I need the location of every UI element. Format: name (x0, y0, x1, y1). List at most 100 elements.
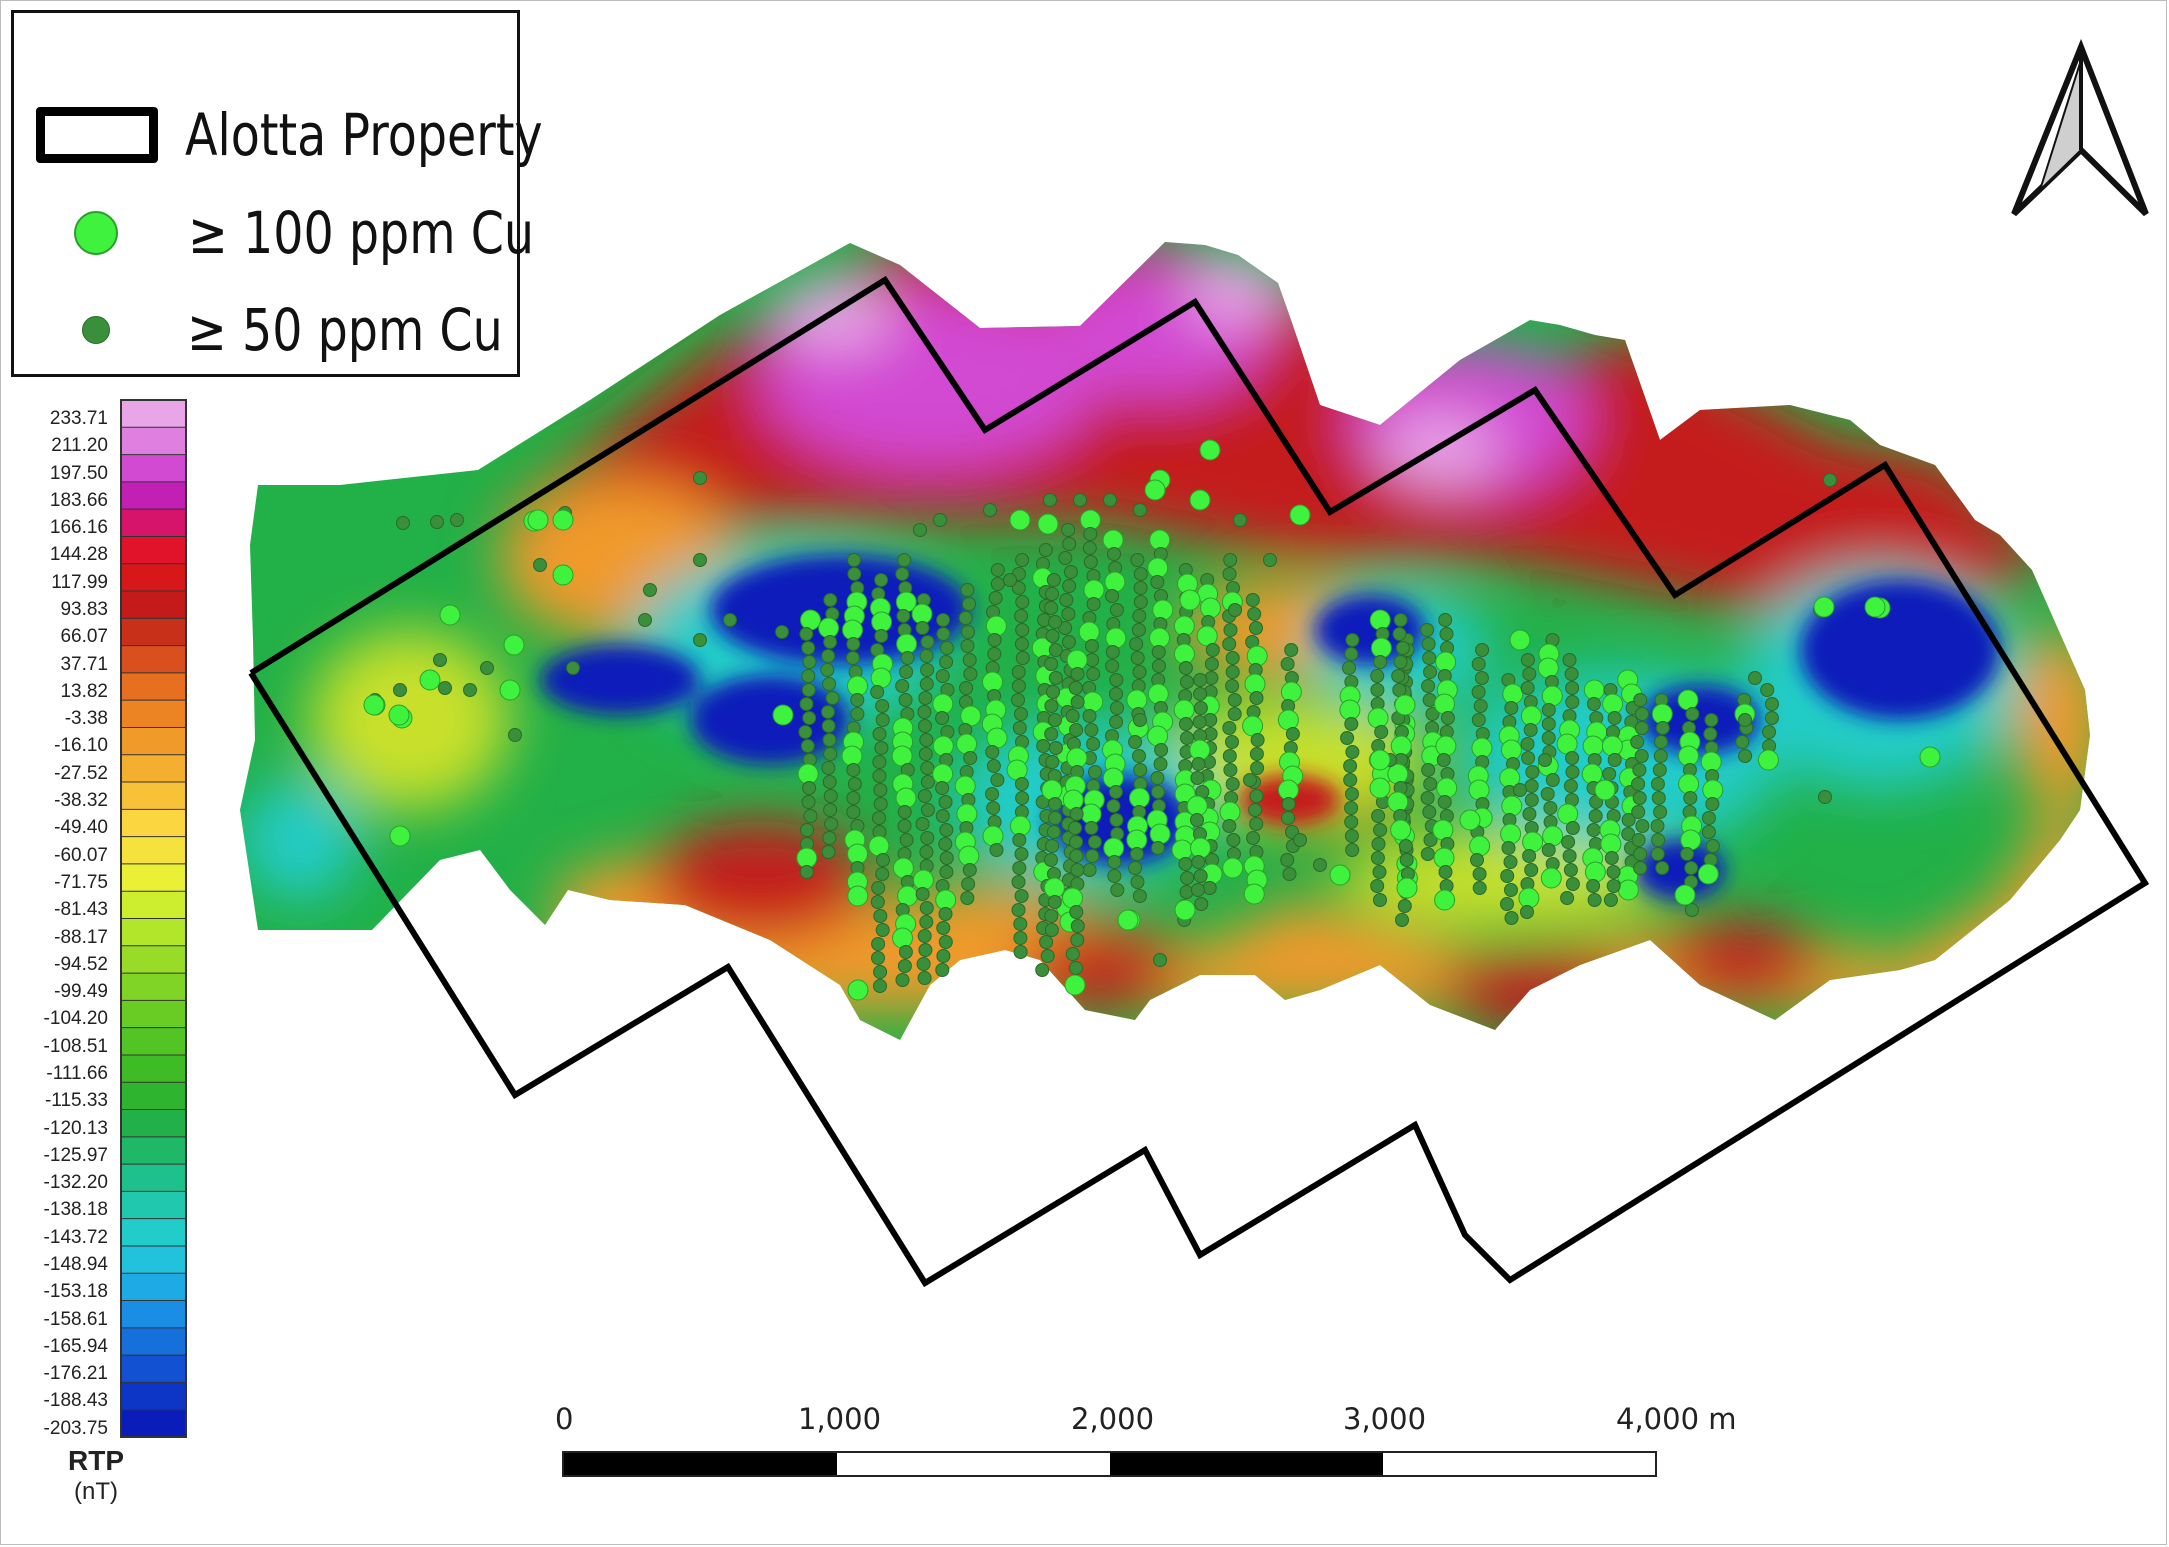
sample-point-50ppm (987, 647, 1002, 661)
sample-point-50ppm (1249, 817, 1264, 831)
sample-point-100ppm (1339, 699, 1361, 721)
sample-point-100ppm (870, 667, 892, 689)
sample-point-50ppm (1233, 513, 1247, 527)
colorbar-swatch (121, 727, 186, 756)
sample-point-50ppm (1248, 803, 1263, 817)
sample-point-50ppm (1249, 747, 1264, 761)
sample-point-100ppm (1370, 637, 1392, 659)
sample-point-50ppm (775, 625, 789, 639)
sample-point-50ppm (450, 513, 464, 527)
colorbar-value-label: -99.49 (54, 981, 108, 1003)
sample-point-50ppm (1151, 645, 1166, 659)
sample-point-50ppm (1602, 767, 1617, 781)
sample-point-100ppm (1080, 803, 1102, 825)
colorbar-swatch (121, 863, 186, 892)
sample-point-50ppm (1631, 805, 1646, 819)
sample-point-100ppm (1062, 789, 1084, 811)
sample-point-50ppm (1399, 853, 1414, 867)
sample-point-50ppm (801, 641, 816, 655)
sample-point-50ppm (915, 887, 930, 901)
sample-point-50ppm (1345, 787, 1359, 801)
sample-point-100ppm (552, 509, 574, 531)
sample-point-50ppm (1651, 791, 1666, 805)
sample-point-50ppm (989, 843, 1004, 857)
sample-point-100ppm (912, 869, 934, 891)
sample-point-50ppm (1129, 847, 1144, 861)
sample-point-50ppm (1109, 687, 1123, 701)
sample-point-50ppm (1065, 947, 1080, 961)
sample-point-100ppm (896, 633, 918, 655)
sample-point-50ppm (1634, 749, 1649, 763)
sample-point-50ppm (823, 803, 838, 817)
sample-point-100ppm (439, 604, 461, 626)
sample-point-50ppm (1068, 821, 1083, 835)
legend-item-50ppm: ≥ 50 ppm Cu (14, 296, 572, 364)
sample-point-50ppm (1472, 881, 1487, 895)
sample-point-50ppm (1011, 903, 1026, 917)
sample-point-50ppm (1130, 553, 1145, 567)
sample-point-50ppm (1132, 889, 1147, 903)
sample-point-50ppm (918, 691, 933, 705)
sample-point-50ppm (1564, 667, 1579, 681)
colorbar-swatch (121, 1382, 186, 1411)
sample-point-50ppm (1070, 695, 1085, 709)
sample-point-100ppm (388, 704, 410, 726)
sample-point-100ppm (818, 617, 840, 639)
sample-point-50ppm (935, 963, 950, 977)
sample-point-50ppm (1420, 791, 1435, 805)
sample-point-50ppm (1563, 779, 1578, 793)
sample-point-50ppm (533, 558, 547, 572)
sample-point-50ppm (1150, 771, 1165, 785)
sample-point-50ppm (1225, 651, 1240, 665)
sample-point-50ppm (963, 751, 978, 765)
sample-point-50ppm (1069, 905, 1084, 919)
sample-point-50ppm (1048, 615, 1063, 629)
sample-point-100ppm (800, 609, 821, 631)
colorbar-value-label: 144.28 (49, 544, 108, 566)
sample-point-50ppm (1109, 813, 1124, 827)
sample-point-50ppm (1420, 847, 1435, 861)
sample-point-50ppm (1520, 681, 1535, 695)
sample-point-50ppm (1655, 721, 1670, 735)
sample-point-50ppm (1344, 801, 1359, 815)
sample-point-50ppm (1563, 863, 1578, 877)
sample-point-50ppm (821, 761, 836, 775)
sample-point-50ppm (1524, 863, 1539, 877)
sample-point-50ppm (988, 591, 1003, 605)
colorbar-swatch (121, 1082, 186, 1111)
sample-point-50ppm (821, 719, 836, 733)
sample-point-50ppm (871, 937, 886, 951)
sample-point-100ppm (1369, 749, 1391, 771)
sample-point-100ppm (1436, 777, 1458, 799)
sample-point-50ppm (1070, 933, 1085, 947)
sample-point-50ppm (1040, 949, 1055, 963)
colorbar-swatch (121, 1054, 186, 1083)
sample-point-50ppm (1524, 793, 1539, 807)
sample-point-50ppm (846, 763, 861, 777)
sample-point-50ppm (873, 783, 888, 797)
sample-point-50ppm (1070, 919, 1085, 933)
sample-point-50ppm (1249, 691, 1264, 705)
sample-point-100ppm (1594, 779, 1616, 801)
scale-label-0: 0 (555, 1402, 574, 1436)
sample-point-50ppm (1245, 593, 1260, 607)
sample-point-50ppm (987, 633, 1002, 647)
sample-point-50ppm (1284, 643, 1299, 657)
sample-point-50ppm (936, 921, 951, 935)
sample-point-50ppm (825, 691, 840, 705)
sample-point-100ppm (1677, 689, 1699, 711)
sample-point-100ppm (1500, 823, 1522, 845)
sample-point-50ppm (1062, 537, 1077, 551)
sample-point-50ppm (1475, 643, 1490, 657)
sample-point-50ppm (1133, 595, 1148, 609)
sample-point-50ppm (1607, 711, 1622, 725)
sample-point-100ppm (1147, 683, 1169, 705)
sample-point-50ppm (1765, 697, 1779, 711)
sample-point-50ppm (1150, 841, 1165, 855)
colorbar-value-label: -38.32 (54, 790, 108, 812)
sample-point-50ppm (1520, 653, 1535, 667)
sample-point-100ppm (1196, 625, 1218, 647)
sample-point-50ppm (1471, 713, 1486, 727)
sample-point-50ppm (1313, 858, 1327, 872)
sample-point-50ppm (1436, 753, 1451, 767)
